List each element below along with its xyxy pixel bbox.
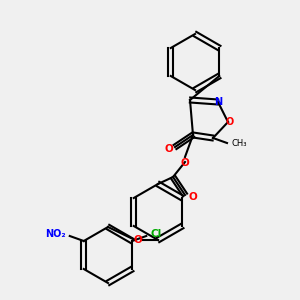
Text: O: O <box>226 117 234 127</box>
Text: O: O <box>165 144 173 154</box>
Text: O: O <box>189 192 197 202</box>
Text: CH₃: CH₃ <box>231 139 247 148</box>
Text: O: O <box>134 235 142 245</box>
Text: O: O <box>181 158 189 168</box>
Text: N: N <box>214 97 222 107</box>
Text: NO₂: NO₂ <box>45 229 66 239</box>
Text: Cl: Cl <box>150 229 161 239</box>
